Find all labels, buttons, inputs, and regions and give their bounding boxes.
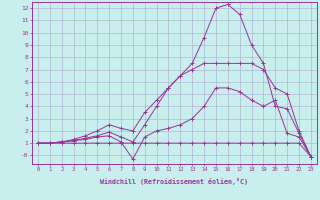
X-axis label: Windchill (Refroidissement éolien,°C): Windchill (Refroidissement éolien,°C) [100, 178, 248, 185]
